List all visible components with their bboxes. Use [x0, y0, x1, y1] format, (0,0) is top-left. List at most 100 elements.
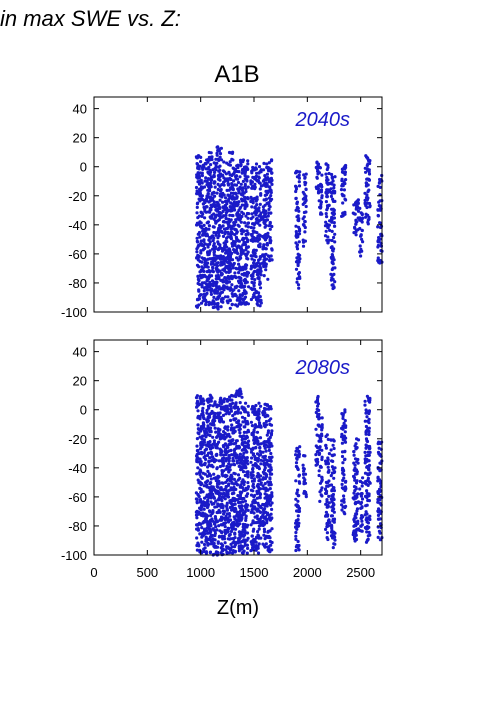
- data-point: [304, 204, 308, 209]
- data-point: [354, 516, 358, 520]
- data-point: [198, 199, 202, 203]
- y-tick-label: 20: [73, 374, 87, 389]
- data-point: [238, 213, 242, 217]
- data-point: [330, 526, 334, 531]
- data-point: [297, 240, 301, 244]
- data-point: [255, 270, 259, 274]
- data-point: [263, 492, 267, 496]
- data-point: [218, 184, 222, 188]
- data-point: [244, 201, 248, 205]
- data-point: [231, 150, 235, 154]
- data-point: [319, 211, 323, 215]
- data-point: [218, 174, 222, 178]
- data-point: [210, 257, 214, 261]
- data-point: [224, 216, 228, 220]
- data-point: [200, 526, 204, 530]
- data-point: [320, 173, 324, 177]
- data-point: [263, 482, 267, 486]
- data-point: [344, 479, 348, 483]
- data-point: [246, 492, 250, 496]
- data-point: [237, 444, 241, 448]
- data-point: [201, 406, 205, 410]
- data-point: [250, 186, 254, 190]
- data-point: [221, 300, 225, 304]
- data-point: [249, 471, 253, 475]
- data-point: [295, 259, 299, 263]
- data-point: [201, 295, 205, 300]
- data-point: [315, 175, 319, 179]
- data-point: [329, 187, 333, 191]
- data-point: [297, 184, 302, 188]
- data-point: [304, 181, 308, 185]
- data-point: [378, 185, 382, 189]
- data-point: [195, 211, 199, 215]
- data-point: [226, 260, 230, 264]
- data-point: [195, 162, 200, 166]
- data-point: [257, 401, 261, 405]
- data-point: [366, 483, 370, 487]
- data-point: [261, 523, 265, 528]
- data-point: [356, 209, 361, 213]
- data-point: [218, 245, 222, 250]
- data-point: [261, 215, 265, 219]
- data-point: [200, 260, 204, 264]
- data-point: [246, 523, 250, 527]
- data-point: [376, 442, 380, 446]
- data-point: [304, 172, 308, 176]
- data-point: [258, 282, 262, 286]
- data-point: [298, 481, 302, 485]
- data-point: [318, 445, 322, 449]
- data-point: [246, 175, 250, 179]
- data-point: [222, 284, 226, 288]
- data-point: [252, 211, 256, 215]
- data-point: [210, 283, 214, 287]
- data-point: [320, 434, 324, 438]
- data-point: [224, 452, 228, 456]
- data-point: [245, 551, 249, 555]
- data-point: [246, 221, 250, 225]
- data-point: [263, 440, 267, 444]
- data-point: [270, 224, 274, 229]
- data-point: [216, 187, 220, 192]
- data-point: [244, 507, 248, 511]
- data-point: [242, 488, 246, 492]
- data-point: [262, 245, 266, 249]
- data-point: [268, 187, 272, 192]
- data-point: [267, 224, 271, 228]
- data-point: [228, 465, 232, 469]
- data-point: [249, 540, 253, 544]
- data-point: [256, 415, 260, 419]
- data-point: [240, 203, 244, 207]
- data-point: [269, 495, 273, 499]
- data-point: [376, 450, 381, 454]
- data-point: [225, 245, 229, 249]
- data-point: [269, 167, 273, 171]
- data-point: [215, 151, 219, 155]
- data-point: [270, 171, 274, 175]
- data-point: [201, 397, 205, 401]
- data-point: [267, 545, 271, 549]
- data-point: [230, 551, 235, 555]
- data-point: [200, 437, 204, 441]
- data-point: [365, 489, 369, 493]
- data-point: [196, 492, 200, 497]
- data-point: [249, 493, 254, 497]
- data-point: [231, 158, 235, 162]
- data-point: [298, 170, 302, 174]
- data-point: [365, 457, 369, 462]
- data-point: [325, 215, 329, 219]
- data-point: [253, 185, 257, 189]
- data-point: [245, 256, 249, 260]
- data-point: [211, 487, 215, 491]
- data-point: [222, 456, 226, 460]
- data-point: [242, 301, 246, 305]
- data-point: [330, 182, 334, 186]
- data-point: [221, 257, 225, 261]
- data-point: [254, 167, 258, 171]
- data-point: [221, 413, 226, 417]
- data-point: [209, 477, 213, 481]
- data-point: [240, 214, 244, 219]
- data-point: [250, 257, 254, 261]
- data-point: [197, 521, 201, 526]
- data-point: [264, 184, 268, 188]
